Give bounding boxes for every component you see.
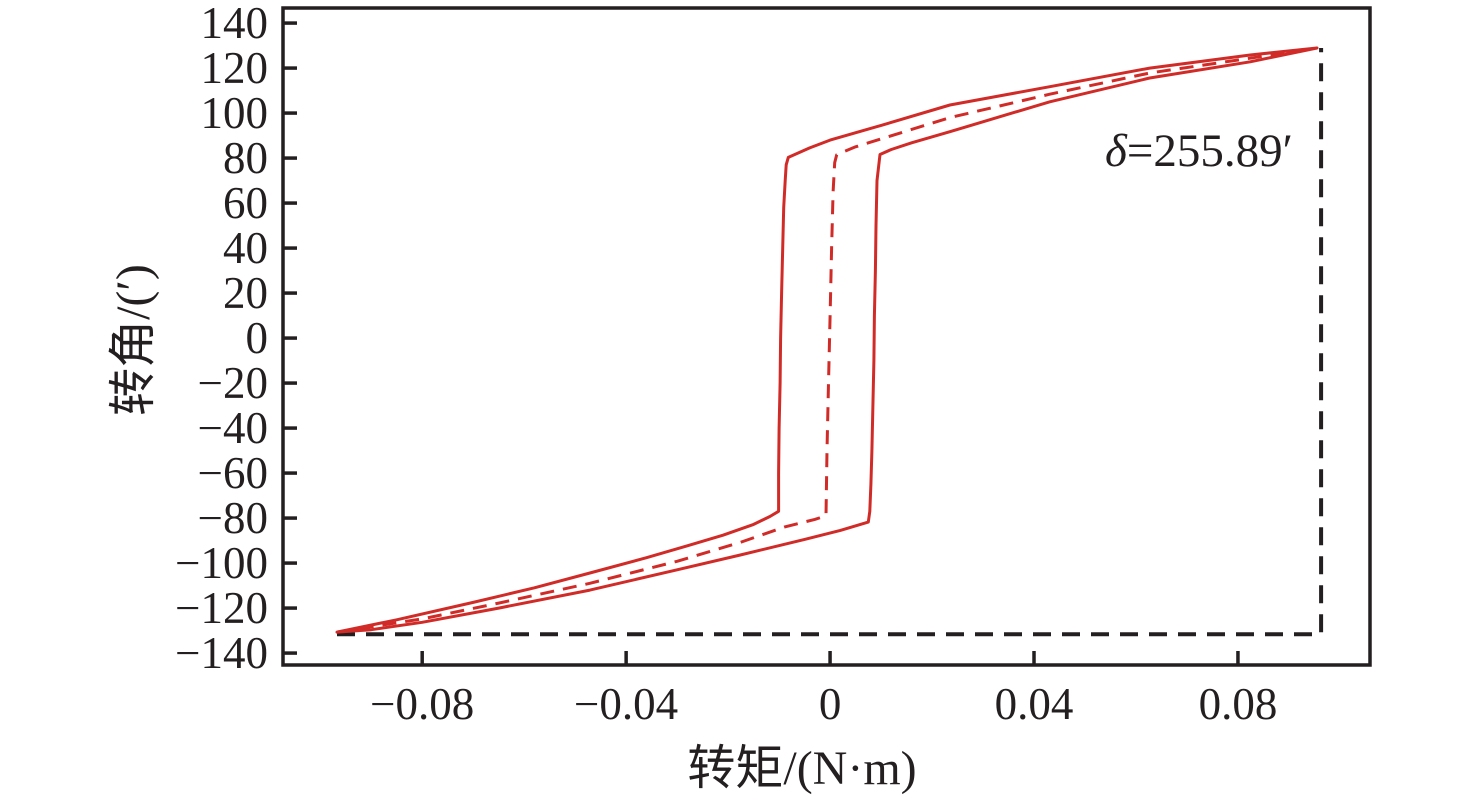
delta-symbol: δ	[1105, 125, 1127, 177]
hysteresis-loop-solid	[335, 46, 1319, 634]
x-tick-label: 0.08	[1199, 679, 1278, 729]
y-axis-title: 转角/(′)	[107, 264, 160, 416]
y-tick-label: 20	[223, 268, 268, 318]
delta-value: =255.89′	[1126, 125, 1293, 177]
x-tick-label: 0.04	[995, 679, 1074, 729]
y-tick-label: −140	[175, 628, 268, 678]
y-tick-label: 40	[223, 223, 268, 273]
x-tick-label: 0	[819, 679, 842, 729]
backlash-guide-dashed	[337, 48, 1324, 637]
y-tick-label: 100	[201, 88, 269, 138]
y-tick-label: 120	[201, 43, 269, 93]
y-tick-label: −80	[198, 493, 268, 543]
y-tick-label: 60	[223, 178, 268, 228]
y-tick-label: 0	[246, 313, 269, 363]
x-tick-label: −0.04	[574, 679, 678, 729]
y-tick-label: −120	[175, 583, 268, 633]
hysteresis-center-dashed	[336, 46, 1318, 634]
y-tick-label: −60	[198, 448, 268, 498]
x-axis-title: 转矩/(N·m)	[687, 742, 917, 795]
plot-border	[281, 6, 1372, 667]
y-tick-label: 140	[201, 0, 269, 48]
y-tick-label: −100	[175, 538, 268, 588]
y-tick-label: −40	[198, 403, 268, 453]
y-tick-label: −20	[198, 358, 268, 408]
backlash-annotation: δ=255.89′	[1105, 124, 1293, 178]
x-tick-label: −0.08	[370, 679, 474, 729]
y-tick-label: 80	[223, 133, 268, 183]
